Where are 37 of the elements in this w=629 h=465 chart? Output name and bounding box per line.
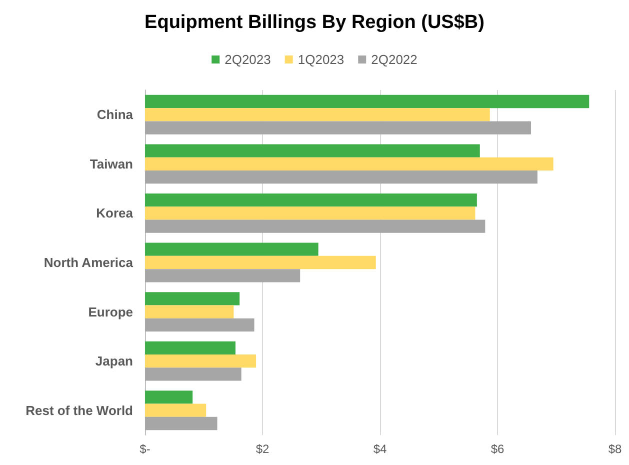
legend-label: 2Q2023: [224, 52, 271, 67]
bar: [145, 194, 477, 207]
legend-label: 2Q2022: [371, 52, 418, 67]
bar: [145, 94, 590, 108]
x-tick-label: $2: [256, 442, 270, 456]
bar: [145, 341, 236, 354]
bar: [145, 121, 531, 134]
bar: [145, 305, 234, 318]
bar: [145, 108, 490, 122]
bar: [145, 269, 300, 282]
y-tick-label: North America: [44, 255, 134, 270]
y-tick-label: China: [96, 107, 134, 122]
y-tick-label: Europe: [88, 304, 133, 320]
bar: [145, 220, 486, 233]
bar: [145, 206, 476, 220]
bar: [145, 170, 538, 184]
bar: [145, 256, 376, 270]
bar: [145, 318, 254, 332]
bar: [145, 390, 193, 404]
bar: [145, 144, 480, 158]
x-tick-label: $4: [373, 442, 387, 456]
y-tick-label: Korea: [96, 206, 134, 221]
chart-title: Equipment Billings By Region (US$B): [144, 12, 484, 33]
bar: [145, 368, 242, 381]
x-tick-label: $6: [490, 442, 504, 456]
bar: [145, 292, 240, 306]
bar: [145, 354, 256, 368]
y-tick-label: Taiwan: [90, 156, 134, 172]
y-tick-label: Japan: [95, 354, 134, 369]
x-tick-label: $8: [608, 442, 622, 456]
y-tick-label: Rest of the World: [26, 402, 134, 418]
bar: [145, 416, 218, 430]
bar: [145, 157, 554, 170]
bar: [145, 242, 318, 256]
legend-label: 1Q2023: [298, 52, 344, 67]
x-tick-label: $-: [140, 442, 150, 456]
bar: [145, 404, 206, 417]
